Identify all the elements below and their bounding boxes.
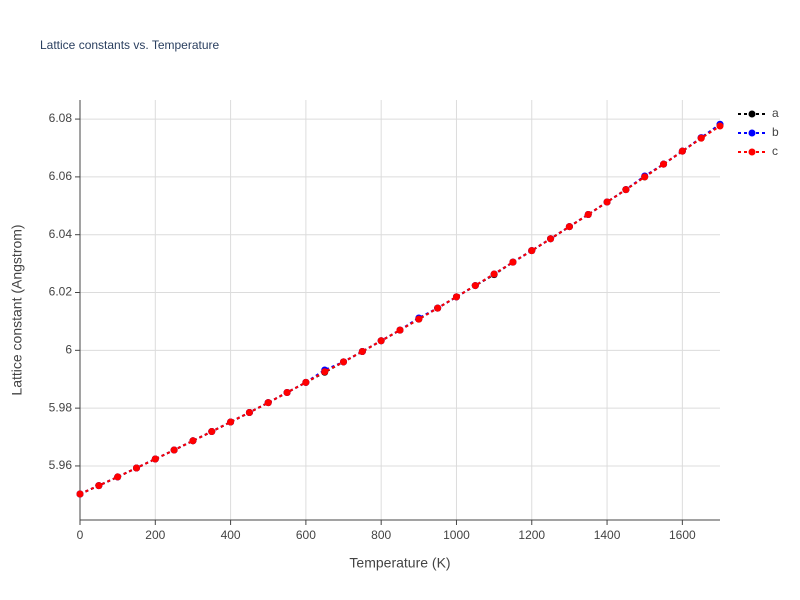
y-tick-label: 6.02 [49,285,73,299]
x-tick-label: 1000 [443,528,470,542]
marker [547,235,555,243]
marker [358,347,366,355]
marker [340,358,348,366]
marker [396,326,404,334]
marker [622,186,630,194]
series-line [79,123,721,495]
y-axis-label: Lattice constant (Angstrom) [9,224,25,395]
x-tick-label: 400 [221,528,241,542]
marker [114,473,122,481]
marker [584,210,592,218]
marker [641,173,649,181]
legend-label: c [772,144,778,158]
marker [528,247,536,255]
marker [415,315,423,323]
marker [321,368,329,376]
marker [151,455,159,463]
y-tick-label: 6.06 [49,169,73,183]
marker [302,378,310,386]
x-tick-label: 200 [145,528,165,542]
legend-label: b [772,125,779,139]
marker [264,399,272,407]
series-line [79,124,721,495]
x-tick-label: 1600 [669,528,696,542]
x-tick-label: 1400 [594,528,621,542]
legend-marker [748,110,756,118]
marker [189,437,197,445]
y-tick-label: 6.08 [49,111,73,125]
marker [471,282,479,290]
y-tick-label: 6.04 [49,227,73,241]
y-tick-label: 6 [65,342,72,356]
marker [660,160,668,168]
y-tick-label: 5.96 [49,458,73,472]
chart-title: Lattice constants vs. Temperature [40,38,220,52]
x-tick-label: 0 [77,528,84,542]
marker [678,147,686,155]
marker [132,464,140,472]
marker [283,389,291,397]
marker [208,428,216,436]
series-line [79,125,721,495]
marker [227,418,235,426]
x-tick-label: 1200 [518,528,545,542]
marker [716,122,724,130]
marker [170,446,178,454]
marker [95,482,103,490]
marker [603,198,611,206]
marker [452,293,460,301]
legend-marker [748,129,756,137]
marker [434,304,442,312]
legend-marker [748,148,756,156]
marker [697,134,705,142]
marker [76,490,84,498]
x-tick-label: 600 [296,528,316,542]
marker [565,223,573,231]
y-tick-label: 5.98 [49,400,73,414]
x-axis-label: Temperature (K) [349,555,450,571]
marker [509,258,517,266]
marker [245,408,253,416]
marker [490,270,498,278]
legend-label: a [772,106,779,120]
x-tick-label: 800 [371,528,391,542]
marker [377,337,385,345]
